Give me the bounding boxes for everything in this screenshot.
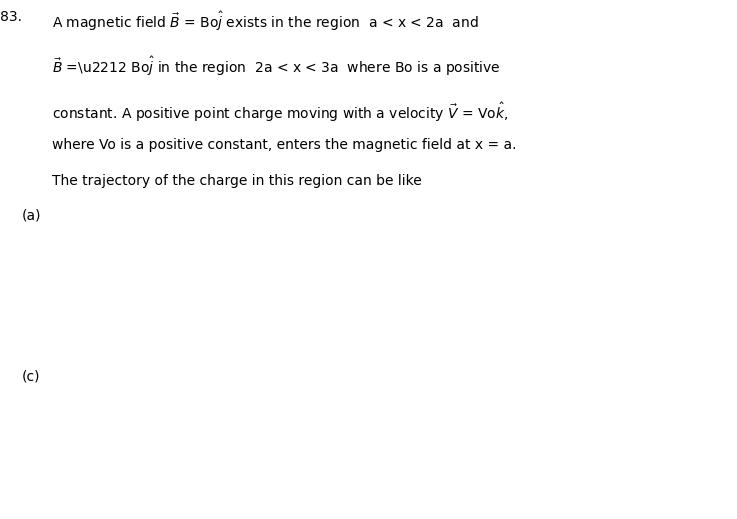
Text: constant. A positive point charge moving with a velocity $\vec{V}$ = Vo$\hat{k}$: constant. A positive point charge moving… [52, 101, 509, 124]
Text: a: a [149, 433, 155, 443]
Text: z: z [112, 187, 118, 197]
Text: 3a: 3a [624, 272, 637, 282]
Text: where Vo is a positive constant, enters the magnetic field at x = a.: where Vo is a positive constant, enters … [52, 138, 517, 152]
Text: (a): (a) [22, 209, 41, 223]
Text: 2a: 2a [214, 272, 226, 282]
Text: $\vec{B}$ =\u2212 Bo$\hat{j}$ in the region  2a < x < 3a  where Bo is a positive: $\vec{B}$ =\u2212 Bo$\hat{j}$ in the reg… [52, 55, 501, 78]
Text: 2a: 2a [553, 433, 565, 443]
Text: 2a: 2a [214, 433, 226, 443]
Text: z: z [112, 348, 118, 358]
Text: (c): (c) [22, 370, 41, 384]
Text: a: a [485, 433, 491, 443]
Text: z: z [446, 187, 452, 197]
Text: 2a: 2a [553, 272, 565, 282]
Text: a: a [597, 102, 603, 113]
Text: A magnetic field $\vec{B}$ = Bo$\hat{j}$ exists in the region  a < x < 2a  and: A magnetic field $\vec{B}$ = Bo$\hat{j}$… [52, 10, 479, 33]
Text: The trajectory of the charge in this region can be like: The trajectory of the charge in this reg… [52, 173, 422, 187]
Text: 3a: 3a [624, 433, 637, 443]
Text: a: a [149, 272, 155, 282]
Text: 3a: 3a [282, 433, 294, 443]
Text: 2a: 2a [647, 102, 659, 113]
Text: 3a: 3a [282, 272, 294, 282]
Text: 3a: 3a [700, 102, 712, 113]
Text: z: z [446, 348, 452, 358]
Text: $B_o$: $B_o$ [531, 66, 544, 80]
Text: 83.: 83. [0, 10, 22, 24]
Text: x: x [712, 262, 719, 272]
Text: a: a [485, 272, 491, 282]
Text: x: x [712, 423, 719, 433]
